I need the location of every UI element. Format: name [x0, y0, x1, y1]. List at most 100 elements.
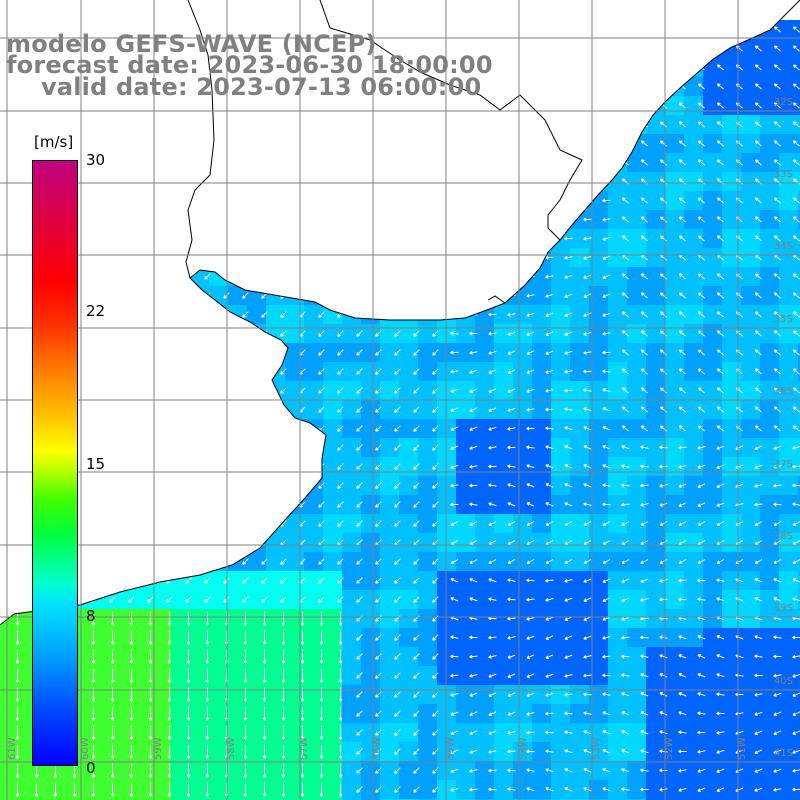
wind-speed-cell: [209, 495, 229, 515]
wind-arrow: [621, 768, 630, 773]
wind-speed-cell: [247, 191, 267, 211]
wind-speed-cell: [475, 628, 495, 648]
wind-arrow: [488, 426, 497, 431]
wind-speed-cell: [665, 286, 685, 306]
wind-speed-cell: [551, 457, 571, 477]
wind-speed-cell: [133, 704, 153, 724]
wind-arrow: [242, 235, 249, 242]
wind-speed-cell: [114, 780, 134, 800]
wind-speed-cell: [361, 343, 381, 363]
wind-arrow: [583, 521, 592, 526]
wind-speed-cell: [798, 723, 800, 743]
title-model: modelo GEFS-WAVE (NCEP): [6, 30, 377, 58]
wind-arrow: [450, 27, 459, 32]
wind-arrow: [185, 463, 192, 470]
wind-arrow: [300, 782, 305, 797]
wind-speed-cell: [209, 723, 229, 743]
wind-arrow: [432, 159, 439, 166]
wind-arrow: [14, 140, 21, 147]
wind-arrow: [469, 274, 478, 279]
wind-speed-cell: [684, 77, 704, 97]
wind-arrow: [129, 782, 134, 797]
wind-arrow: [621, 540, 630, 545]
wind-arrow: [507, 122, 516, 127]
wind-arrow: [773, 578, 782, 583]
wind-arrow: [166, 387, 173, 394]
wind-speed-cell: [171, 742, 191, 762]
wind-arrow: [450, 426, 459, 431]
wind-arrow: [488, 28, 497, 32]
wind-arrow: [128, 330, 135, 337]
wind-arrow: [338, 706, 343, 721]
wind-arrow: [432, 311, 439, 318]
wind-arrow: [507, 198, 516, 203]
wind-speed-cell: [95, 571, 115, 591]
wind-speed-cell: [608, 419, 628, 439]
wind-arrow: [564, 426, 573, 431]
wind-speed-cell: [247, 514, 267, 534]
wind-speed-cell: [152, 666, 172, 686]
wind-speed-cell: [475, 571, 495, 591]
wind-arrow: [109, 482, 116, 489]
wind-speed-cell: [646, 761, 666, 781]
wind-speed-cell: [456, 609, 476, 629]
wind-arrow: [186, 706, 191, 721]
wind-speed-cell: [285, 647, 305, 667]
wind-speed-cell: [684, 704, 704, 724]
wind-arrow: [375, 634, 382, 641]
wind-arrow: [640, 387, 648, 394]
wind-arrow: [318, 311, 325, 318]
wind-speed-cell: [570, 400, 590, 420]
wind-arrow: [375, 748, 382, 755]
wind-arrow: [337, 406, 344, 413]
wind-arrow: [469, 103, 478, 108]
wind-speed-cell: [304, 514, 324, 534]
wind-speed-cell: [76, 324, 96, 344]
wind-arrow: [318, 520, 325, 527]
wind-arrow: [469, 521, 478, 526]
wind-arrow: [697, 692, 706, 697]
wind-speed-cell: [798, 77, 800, 97]
wind-arrow: [716, 597, 725, 602]
wind-speed-cell: [437, 780, 457, 800]
wind-arrow: [792, 464, 800, 469]
wind-arrow: [53, 782, 58, 797]
wind-arrow: [602, 578, 611, 583]
wind-speed-cell: [684, 438, 704, 458]
wind-speed-cell: [342, 609, 362, 629]
wind-speed-cell: [741, 438, 761, 458]
wind-speed-cell: [779, 115, 799, 135]
wind-arrow: [90, 444, 97, 451]
wind-arrow: [90, 140, 97, 147]
wind-speed-cell: [171, 495, 191, 515]
wind-arrow: [545, 426, 554, 431]
wind-arrow: [34, 782, 39, 797]
wind-speed-cell: [703, 704, 723, 724]
wind-arrow: [14, 463, 21, 470]
wind-arrow: [697, 45, 705, 52]
wind-arrow: [659, 484, 668, 488]
wind-arrow: [488, 350, 497, 355]
wind-arrow: [261, 197, 268, 204]
wind-speed-cell: [209, 381, 229, 401]
wind-speed-cell: [361, 514, 381, 534]
wind-arrow: [356, 406, 363, 413]
wind-arrow: [678, 121, 686, 128]
wind-speed-cell: [304, 590, 324, 610]
wind-speed-cell: [703, 77, 723, 97]
wind-speed-cell: [703, 343, 723, 363]
wind-speed-cell: [152, 343, 172, 363]
wind-arrow: [488, 787, 497, 792]
wind-speed-cell: [228, 267, 248, 287]
wind-arrow: [147, 197, 154, 204]
wind-speed-cell: [247, 609, 267, 629]
longitude-label: 53W: [591, 737, 602, 760]
wind-speed-cell: [608, 381, 628, 401]
wind-speed-cell: [285, 666, 305, 686]
wind-speed-cell: [760, 153, 780, 173]
wind-arrow: [488, 540, 497, 545]
wind-speed-cell: [114, 381, 134, 401]
wind-speed-cell: [494, 704, 514, 724]
wind-arrow: [583, 692, 592, 697]
wind-arrow: [319, 611, 324, 626]
